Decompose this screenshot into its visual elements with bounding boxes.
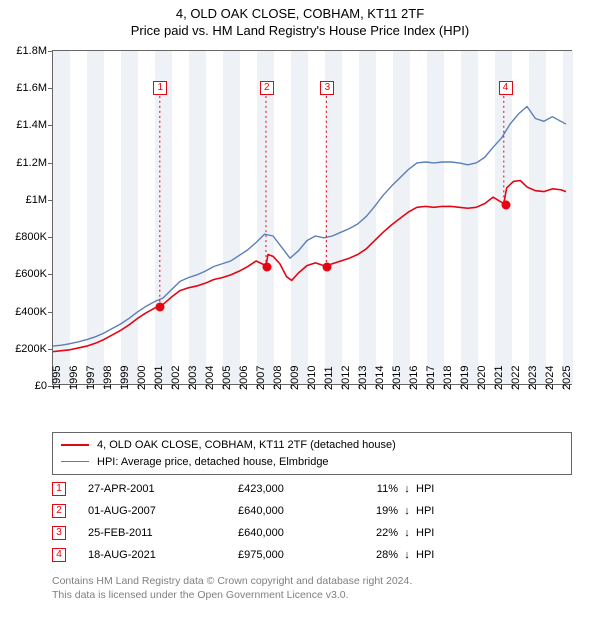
- x-tick-label: 2012: [338, 366, 352, 390]
- sales-row-price: £640,000: [238, 505, 348, 517]
- x-tick-label: 2023: [525, 366, 539, 390]
- x-tick-label: 2006: [236, 366, 250, 390]
- y-tick-mark: [48, 312, 53, 313]
- x-tick-label: 2025: [559, 366, 573, 390]
- x-tick-label: 2015: [389, 366, 403, 390]
- x-tick-label: 2008: [270, 366, 284, 390]
- x-tick-label: 2022: [508, 366, 522, 390]
- x-tick-label: 2019: [457, 366, 471, 390]
- series-hpi: [53, 106, 566, 346]
- x-tick-label: 2016: [406, 366, 420, 390]
- x-tick-label: 2024: [542, 366, 556, 390]
- legend-swatch: [61, 461, 89, 462]
- down-arrow-icon: ↓: [398, 483, 416, 495]
- sale-marker-box: 1: [153, 81, 167, 95]
- sale-dot: [501, 200, 510, 209]
- sales-row-index: 3: [52, 526, 66, 540]
- sales-row-index: 4: [52, 548, 66, 562]
- x-tick-label: 2020: [474, 366, 488, 390]
- y-tick-mark: [48, 200, 53, 201]
- x-tick-label: 2001: [151, 366, 165, 390]
- y-tick-mark: [48, 125, 53, 126]
- down-arrow-icon: ↓: [398, 527, 416, 539]
- sales-row-price: £640,000: [238, 527, 348, 539]
- sale-dot: [323, 262, 332, 271]
- x-tick-label: 1998: [100, 366, 114, 390]
- chart-plot-area: £0£200K£400K£600K£800K£1M£1.2M£1.4M£1.6M…: [52, 50, 572, 385]
- sales-row-index: 1: [52, 482, 66, 496]
- sales-row-date: 27-APR-2001: [88, 483, 238, 495]
- chart-title-block: 4, OLD OAK CLOSE, COBHAM, KT11 2TF Price…: [0, 0, 600, 40]
- series-property_price: [53, 181, 566, 352]
- footer-attribution: Contains HM Land Registry data © Crown c…: [52, 574, 412, 602]
- sales-row-hpi-label: HPI: [416, 483, 434, 495]
- sales-row: 3 25-FEB-2011£640,00022%↓HPI: [52, 522, 434, 544]
- title-line-1: 4, OLD OAK CLOSE, COBHAM, KT11 2TF: [0, 6, 600, 23]
- y-tick-mark: [48, 88, 53, 89]
- y-tick-mark: [48, 349, 53, 350]
- sales-row: 2 01-AUG-2007£640,00019%↓HPI: [52, 500, 434, 522]
- title-line-2: Price paid vs. HM Land Registry's House …: [0, 23, 600, 40]
- sales-row-date: 25-FEB-2011: [88, 527, 238, 539]
- sale-marker-box: 2: [260, 81, 274, 95]
- footer-line-1: Contains HM Land Registry data © Crown c…: [52, 574, 412, 588]
- x-tick-label: 2003: [185, 366, 199, 390]
- sales-row: 4 18-AUG-2021£975,00028%↓HPI: [52, 544, 434, 566]
- x-tick-label: 2010: [304, 366, 318, 390]
- sales-row-hpi-label: HPI: [416, 527, 434, 539]
- y-tick-mark: [48, 51, 53, 52]
- sale-dot: [156, 303, 165, 312]
- x-tick-label: 1996: [66, 366, 80, 390]
- sale-dot: [262, 262, 271, 271]
- x-tick-label: 2014: [372, 366, 386, 390]
- x-tick-label: 2000: [134, 366, 148, 390]
- legend-label: 4, OLD OAK CLOSE, COBHAM, KT11 2TF (deta…: [97, 437, 396, 454]
- sales-row-date: 18-AUG-2021: [88, 549, 238, 561]
- sales-table: 127-APR-2001£423,00011%↓HPI201-AUG-2007£…: [52, 478, 434, 566]
- sales-row-pct: 11%: [348, 483, 398, 495]
- x-tick-label: 2002: [168, 366, 182, 390]
- y-tick-mark: [48, 163, 53, 164]
- legend-item: 4, OLD OAK CLOSE, COBHAM, KT11 2TF (deta…: [61, 437, 563, 454]
- y-tick-mark: [48, 274, 53, 275]
- x-tick-label: 2017: [423, 366, 437, 390]
- x-tick-label: 2004: [202, 366, 216, 390]
- y-tick-mark: [48, 237, 53, 238]
- sales-row-price: £975,000: [238, 549, 348, 561]
- sales-row-hpi-label: HPI: [416, 549, 434, 561]
- sales-row-date: 01-AUG-2007: [88, 505, 238, 517]
- down-arrow-icon: ↓: [398, 549, 416, 561]
- x-tick-label: 2011: [321, 366, 335, 390]
- sales-row-pct: 22%: [348, 527, 398, 539]
- x-tick-label: 2013: [355, 366, 369, 390]
- sales-row-hpi-label: HPI: [416, 505, 434, 517]
- down-arrow-icon: ↓: [398, 505, 416, 517]
- sales-row-price: £423,000: [238, 483, 348, 495]
- sale-marker-box: 4: [499, 81, 513, 95]
- footer-line-2: This data is licensed under the Open Gov…: [52, 588, 412, 602]
- x-tick-label: 2021: [491, 366, 505, 390]
- legend-swatch: [61, 444, 89, 446]
- x-tick-label: 1997: [83, 366, 97, 390]
- sales-row-pct: 19%: [348, 505, 398, 517]
- sales-row: 1 27-APR-2001£423,00011%↓HPI: [52, 478, 434, 500]
- x-tick-label: 2005: [219, 366, 233, 390]
- sale-marker-box: 3: [320, 81, 334, 95]
- legend-label: HPI: Average price, detached house, Elmb…: [97, 454, 329, 471]
- legend-item: HPI: Average price, detached house, Elmb…: [61, 454, 563, 471]
- chart-lines-svg: [53, 51, 571, 384]
- x-tick-label: 2009: [287, 366, 301, 390]
- x-tick-label: 1995: [49, 366, 63, 390]
- sales-row-pct: 28%: [348, 549, 398, 561]
- chart-legend: 4, OLD OAK CLOSE, COBHAM, KT11 2TF (deta…: [52, 432, 572, 475]
- x-tick-label: 1999: [117, 366, 131, 390]
- sales-row-index: 2: [52, 504, 66, 518]
- x-tick-label: 2007: [253, 366, 267, 390]
- x-tick-label: 2018: [440, 366, 454, 390]
